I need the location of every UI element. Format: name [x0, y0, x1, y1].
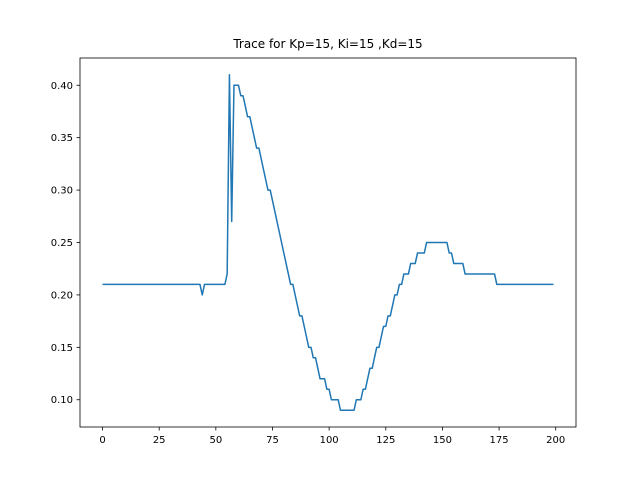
x-tick-label: 0: [99, 435, 105, 446]
y-tick-label: 0.40: [51, 81, 73, 92]
plot-frame: [79, 57, 577, 428]
x-tick-label: 50: [209, 435, 222, 446]
x-tick-label: 25: [153, 435, 166, 446]
axis-ticks: 0 25 50 75 100 125 150 175 200 0.10 0.15 0.20 0.25 0.…: [51, 81, 566, 446]
y-tick-label: 0.20: [51, 290, 73, 301]
plot-area: [102, 74, 554, 411]
y-tick-label: 0.35: [51, 133, 73, 144]
y-tick-label: 0.15: [51, 343, 73, 354]
x-tick-label: 175: [490, 435, 509, 446]
y-tick-label: 0.10: [51, 395, 73, 406]
y-tick-label: 0.25: [51, 238, 73, 249]
series-line-0: [102, 74, 554, 411]
x-tick-label: 75: [266, 435, 279, 446]
x-tick-label: 125: [376, 435, 395, 446]
chart-title: Trace for Kp=15, Ki=15 ,Kd=15: [232, 37, 422, 51]
x-tick-label: 150: [433, 435, 452, 446]
x-tick-label: 200: [546, 435, 565, 446]
x-tick-label: 100: [320, 435, 339, 446]
y-tick-label: 0.30: [51, 186, 73, 197]
